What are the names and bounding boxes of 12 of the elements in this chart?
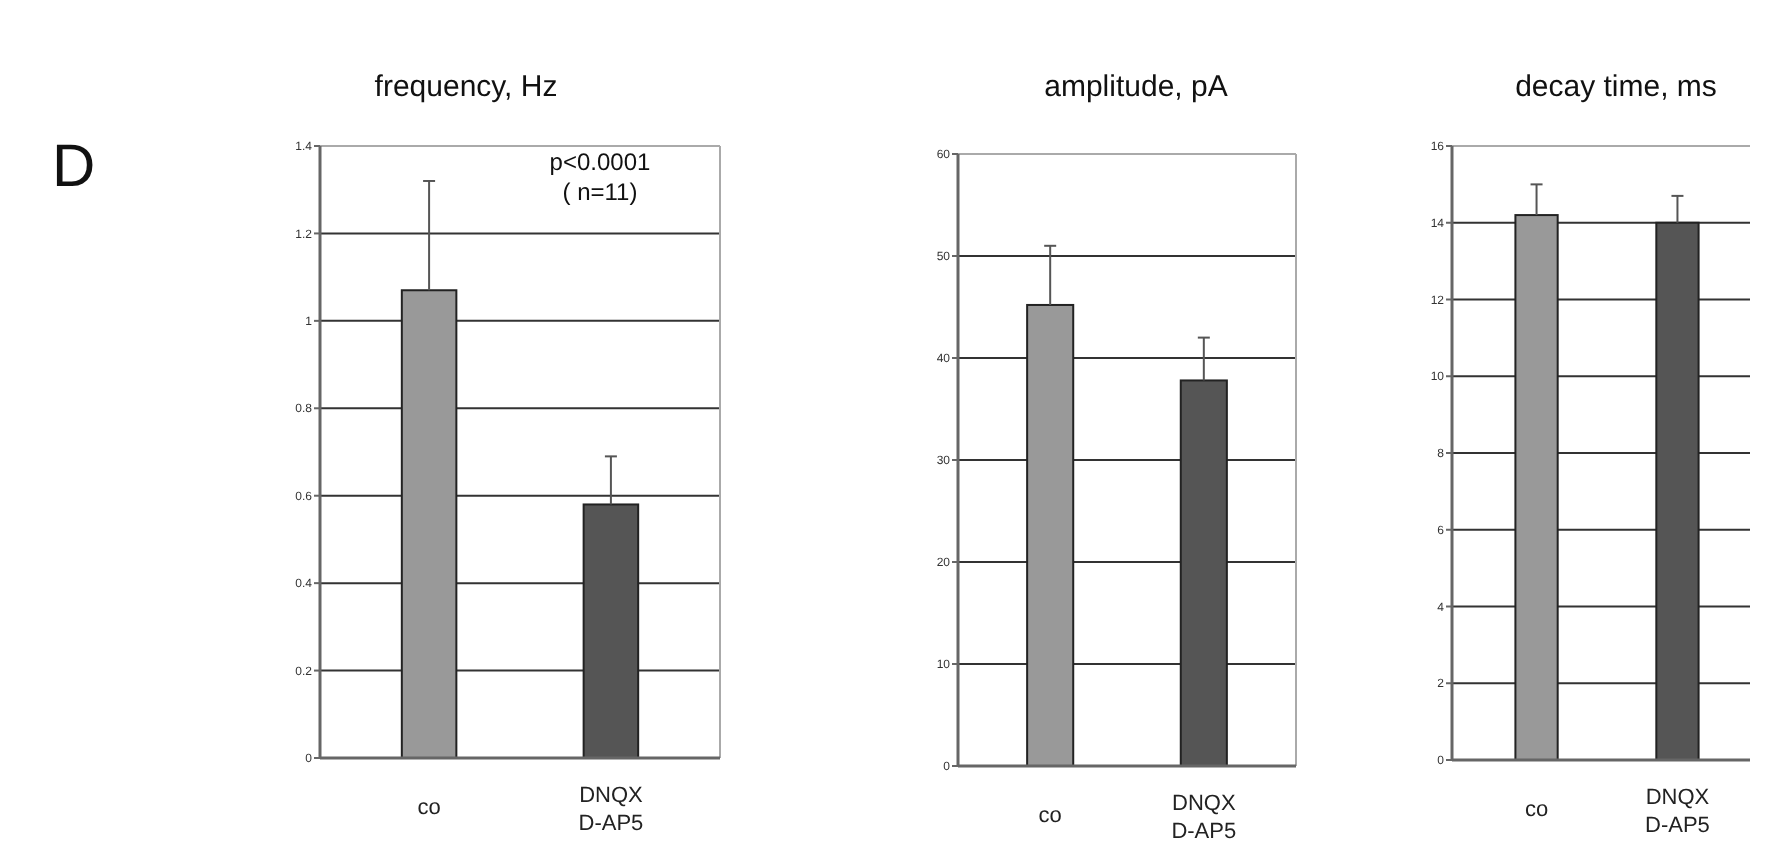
- chart-title: amplitude, pA: [1044, 70, 1228, 104]
- chart-title: decay time, ms: [1515, 70, 1717, 104]
- x-tick-label: DNQX D-AP5: [1645, 786, 1711, 838]
- x-tick-label: co: [417, 796, 441, 820]
- x-tick-label: co: [1038, 804, 1062, 828]
- x-tick-label: DNQX D-AP5: [578, 784, 645, 836]
- annotation: p<0.0001: [549, 148, 652, 176]
- x-tick-label: co: [1524, 798, 1549, 822]
- x-tick-label: DNQX D-AP5: [1171, 792, 1237, 844]
- annotation: ( n=11): [562, 178, 638, 206]
- chart-title: frequency, Hz: [374, 70, 558, 104]
- text: D: [52, 134, 96, 200]
